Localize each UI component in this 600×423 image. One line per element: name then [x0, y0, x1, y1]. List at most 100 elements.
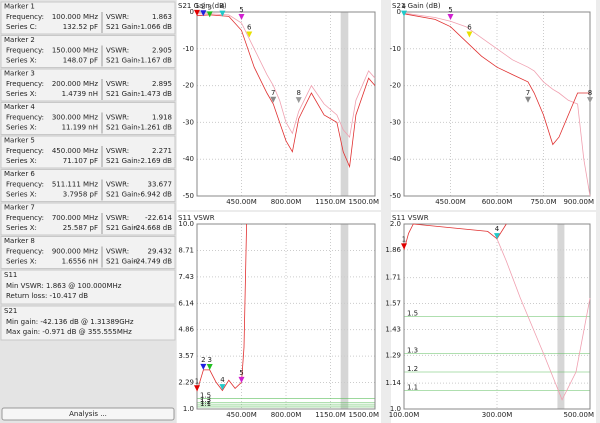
marker-triangle — [587, 97, 593, 104]
field-label: S21 Gain: — [106, 23, 140, 31]
y-tick-label: 1.14 — [385, 379, 401, 387]
field-value: 200.000 MHz — [52, 80, 98, 88]
x-tick-label: 100.00M — [389, 411, 420, 419]
marker-triangle — [206, 364, 213, 371]
x-tick-label: 600.00M — [482, 198, 513, 206]
field-label: VSWR: — [106, 248, 129, 256]
plot-frame — [403, 11, 591, 197]
marker-triangle — [238, 13, 245, 20]
y-tick-label: -30 — [390, 118, 401, 126]
field-value: 1.6556 nH — [62, 258, 98, 266]
x-tick-label: 800.00M — [271, 411, 302, 419]
marker-tag: 1 — [195, 377, 199, 385]
field-value: -1.473 dB — [138, 90, 172, 98]
x-tick-label: 500.00M — [563, 411, 594, 419]
field-value: -24.749 dB — [134, 258, 173, 266]
field-value: 150.000 MHz — [52, 47, 98, 55]
marker-box — [0, 169, 176, 202]
marker-triangle — [194, 385, 200, 392]
x-tick-label: 300.00M — [482, 411, 513, 419]
field-label: VSWR: — [106, 214, 129, 222]
marker-tag: 3 — [207, 3, 211, 11]
marker-triangle — [219, 384, 226, 391]
field-label: S21 Gain: — [106, 124, 140, 132]
field-value: 450.000 MHz — [52, 147, 98, 155]
x-tick-label: 450.00M — [435, 198, 466, 206]
marker-tag: 4 — [220, 3, 225, 11]
x-tick-label: 450.00M — [226, 198, 257, 206]
y-tick-label: -40 — [183, 155, 194, 163]
summary-title: S21 — [4, 307, 17, 315]
y-tick-label: -30 — [183, 118, 194, 126]
marker-triangle — [295, 97, 302, 104]
marker-tag: 5 — [448, 6, 452, 14]
field-label: Frequency: — [6, 214, 44, 222]
marker-tag: 8 — [588, 89, 592, 97]
x-tick-label: 1500.0M — [348, 198, 379, 206]
marker-triangle — [447, 13, 454, 20]
field-value: 29.432 — [148, 248, 173, 256]
field-label: VSWR: — [106, 80, 129, 88]
y-tick-label: 6.14 — [178, 299, 194, 307]
plot-frame — [196, 223, 376, 410]
field-value: -22.614 — [145, 214, 173, 222]
summary-box — [0, 305, 176, 341]
marker-triangle — [219, 10, 226, 17]
field-label: Frequency: — [6, 248, 44, 256]
field-label: VSWR: — [106, 13, 129, 21]
field-label: S21 Gain: — [106, 224, 140, 232]
field-value: 1.4739 nH — [62, 90, 98, 98]
field-value: 71.107 pF — [63, 157, 98, 165]
field-label: Series X: — [6, 224, 37, 232]
field-label: Series C: — [6, 23, 37, 31]
field-value: 1.918 — [152, 114, 172, 122]
trace — [197, 13, 376, 138]
button-label[interactable]: Analysis ... — [69, 410, 107, 418]
chart-bg — [391, 212, 596, 423]
field-label: Series X: — [6, 191, 37, 199]
field-value: -1.066 dB — [138, 23, 172, 31]
marker-tag: 8 — [296, 89, 300, 97]
marker-tag: 1 — [402, 235, 406, 243]
limit-label: 1.2 — [407, 365, 418, 373]
marker-tag: 5 — [239, 369, 243, 377]
field-label: Series X: — [6, 124, 37, 132]
field-label: S21 Gain: — [106, 191, 140, 199]
field-label: Frequency: — [6, 181, 44, 189]
field-value: -6.942 dB — [138, 191, 172, 199]
marker-title: Marker 6 — [4, 170, 35, 178]
marker-tag: 4 — [402, 3, 407, 11]
field-label: VSWR: — [106, 114, 129, 122]
y-tick-label: 2.0 — [390, 220, 401, 228]
field-label: Series X: — [6, 90, 37, 98]
field-label: VSWR: — [106, 147, 129, 155]
marker-triangle — [466, 31, 473, 38]
analysis-button[interactable] — [1, 407, 175, 421]
y-tick-label: 0 — [190, 8, 194, 16]
y-tick-label: -10 — [183, 45, 194, 53]
limit-label: 1.5 — [407, 310, 418, 318]
marker-box — [0, 236, 176, 269]
marker-triangle — [194, 9, 200, 16]
marker-tag: 2 — [201, 2, 205, 10]
field-value: 2.271 — [152, 147, 172, 155]
y-tick-label: -50 — [390, 192, 401, 200]
field-value: 300.000 MHz — [52, 114, 98, 122]
field-value: 511.111 MHz — [52, 181, 98, 189]
y-tick-label: -40 — [390, 155, 401, 163]
plot-frame — [403, 223, 591, 410]
field-label: Frequency: — [6, 47, 44, 55]
y-tick-label: 8.71 — [178, 247, 194, 255]
field-label: VSWR: — [106, 47, 129, 55]
trace — [403, 12, 591, 197]
y-tick-label: -20 — [390, 82, 401, 90]
y-tick-label: 1.86 — [385, 246, 401, 254]
summary-row: Max gain: -0.971 dB @ 355.555MHz — [6, 328, 132, 336]
marker-tag: 1 — [195, 2, 199, 10]
trace — [196, 223, 247, 392]
marker-title: Marker 1 — [4, 3, 35, 11]
chart-title: S21 Gain (dB) — [392, 2, 441, 10]
field-value: 11.199 nH — [62, 124, 98, 132]
field-label: S21 Gain: — [106, 157, 140, 165]
y-tick-label: 10.0 — [178, 220, 194, 228]
